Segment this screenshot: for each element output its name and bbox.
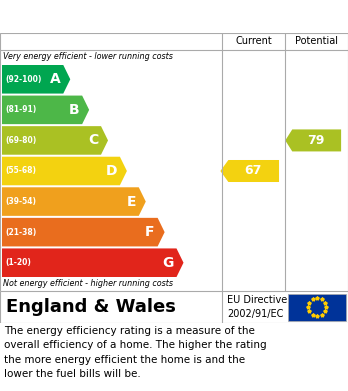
Text: The energy efficiency rating is a measure of the
overall efficiency of a home. T: The energy efficiency rating is a measur… xyxy=(4,326,267,379)
Polygon shape xyxy=(220,160,279,182)
Polygon shape xyxy=(2,218,165,246)
Text: England & Wales: England & Wales xyxy=(6,298,176,316)
Text: (39-54): (39-54) xyxy=(5,197,36,206)
Text: (92-100): (92-100) xyxy=(5,75,41,84)
Polygon shape xyxy=(2,187,146,216)
Text: (21-38): (21-38) xyxy=(5,228,36,237)
Text: Very energy efficient - lower running costs: Very energy efficient - lower running co… xyxy=(3,52,173,61)
Text: (69-80): (69-80) xyxy=(5,136,36,145)
Text: D: D xyxy=(105,164,117,178)
Text: EU Directive
2002/91/EC: EU Directive 2002/91/EC xyxy=(227,295,287,319)
Polygon shape xyxy=(285,129,341,151)
Text: 67: 67 xyxy=(244,165,261,178)
Polygon shape xyxy=(2,95,89,124)
Text: E: E xyxy=(126,195,136,208)
Text: C: C xyxy=(88,133,98,147)
Text: (81-91): (81-91) xyxy=(5,105,36,114)
Text: 79: 79 xyxy=(307,134,324,147)
Text: (55-68): (55-68) xyxy=(5,167,36,176)
Text: G: G xyxy=(162,256,174,270)
Text: B: B xyxy=(69,103,79,117)
Text: Potential: Potential xyxy=(295,36,338,47)
Polygon shape xyxy=(2,65,70,93)
Polygon shape xyxy=(2,126,108,155)
Text: F: F xyxy=(145,225,155,239)
Text: Energy Efficiency Rating: Energy Efficiency Rating xyxy=(9,7,238,25)
Text: A: A xyxy=(49,72,60,86)
Polygon shape xyxy=(2,157,127,185)
Text: (1-20): (1-20) xyxy=(5,258,31,267)
Text: Not energy efficient - higher running costs: Not energy efficient - higher running co… xyxy=(3,279,173,288)
Bar xyxy=(288,294,346,321)
Text: Current: Current xyxy=(235,36,272,47)
Polygon shape xyxy=(2,248,183,277)
